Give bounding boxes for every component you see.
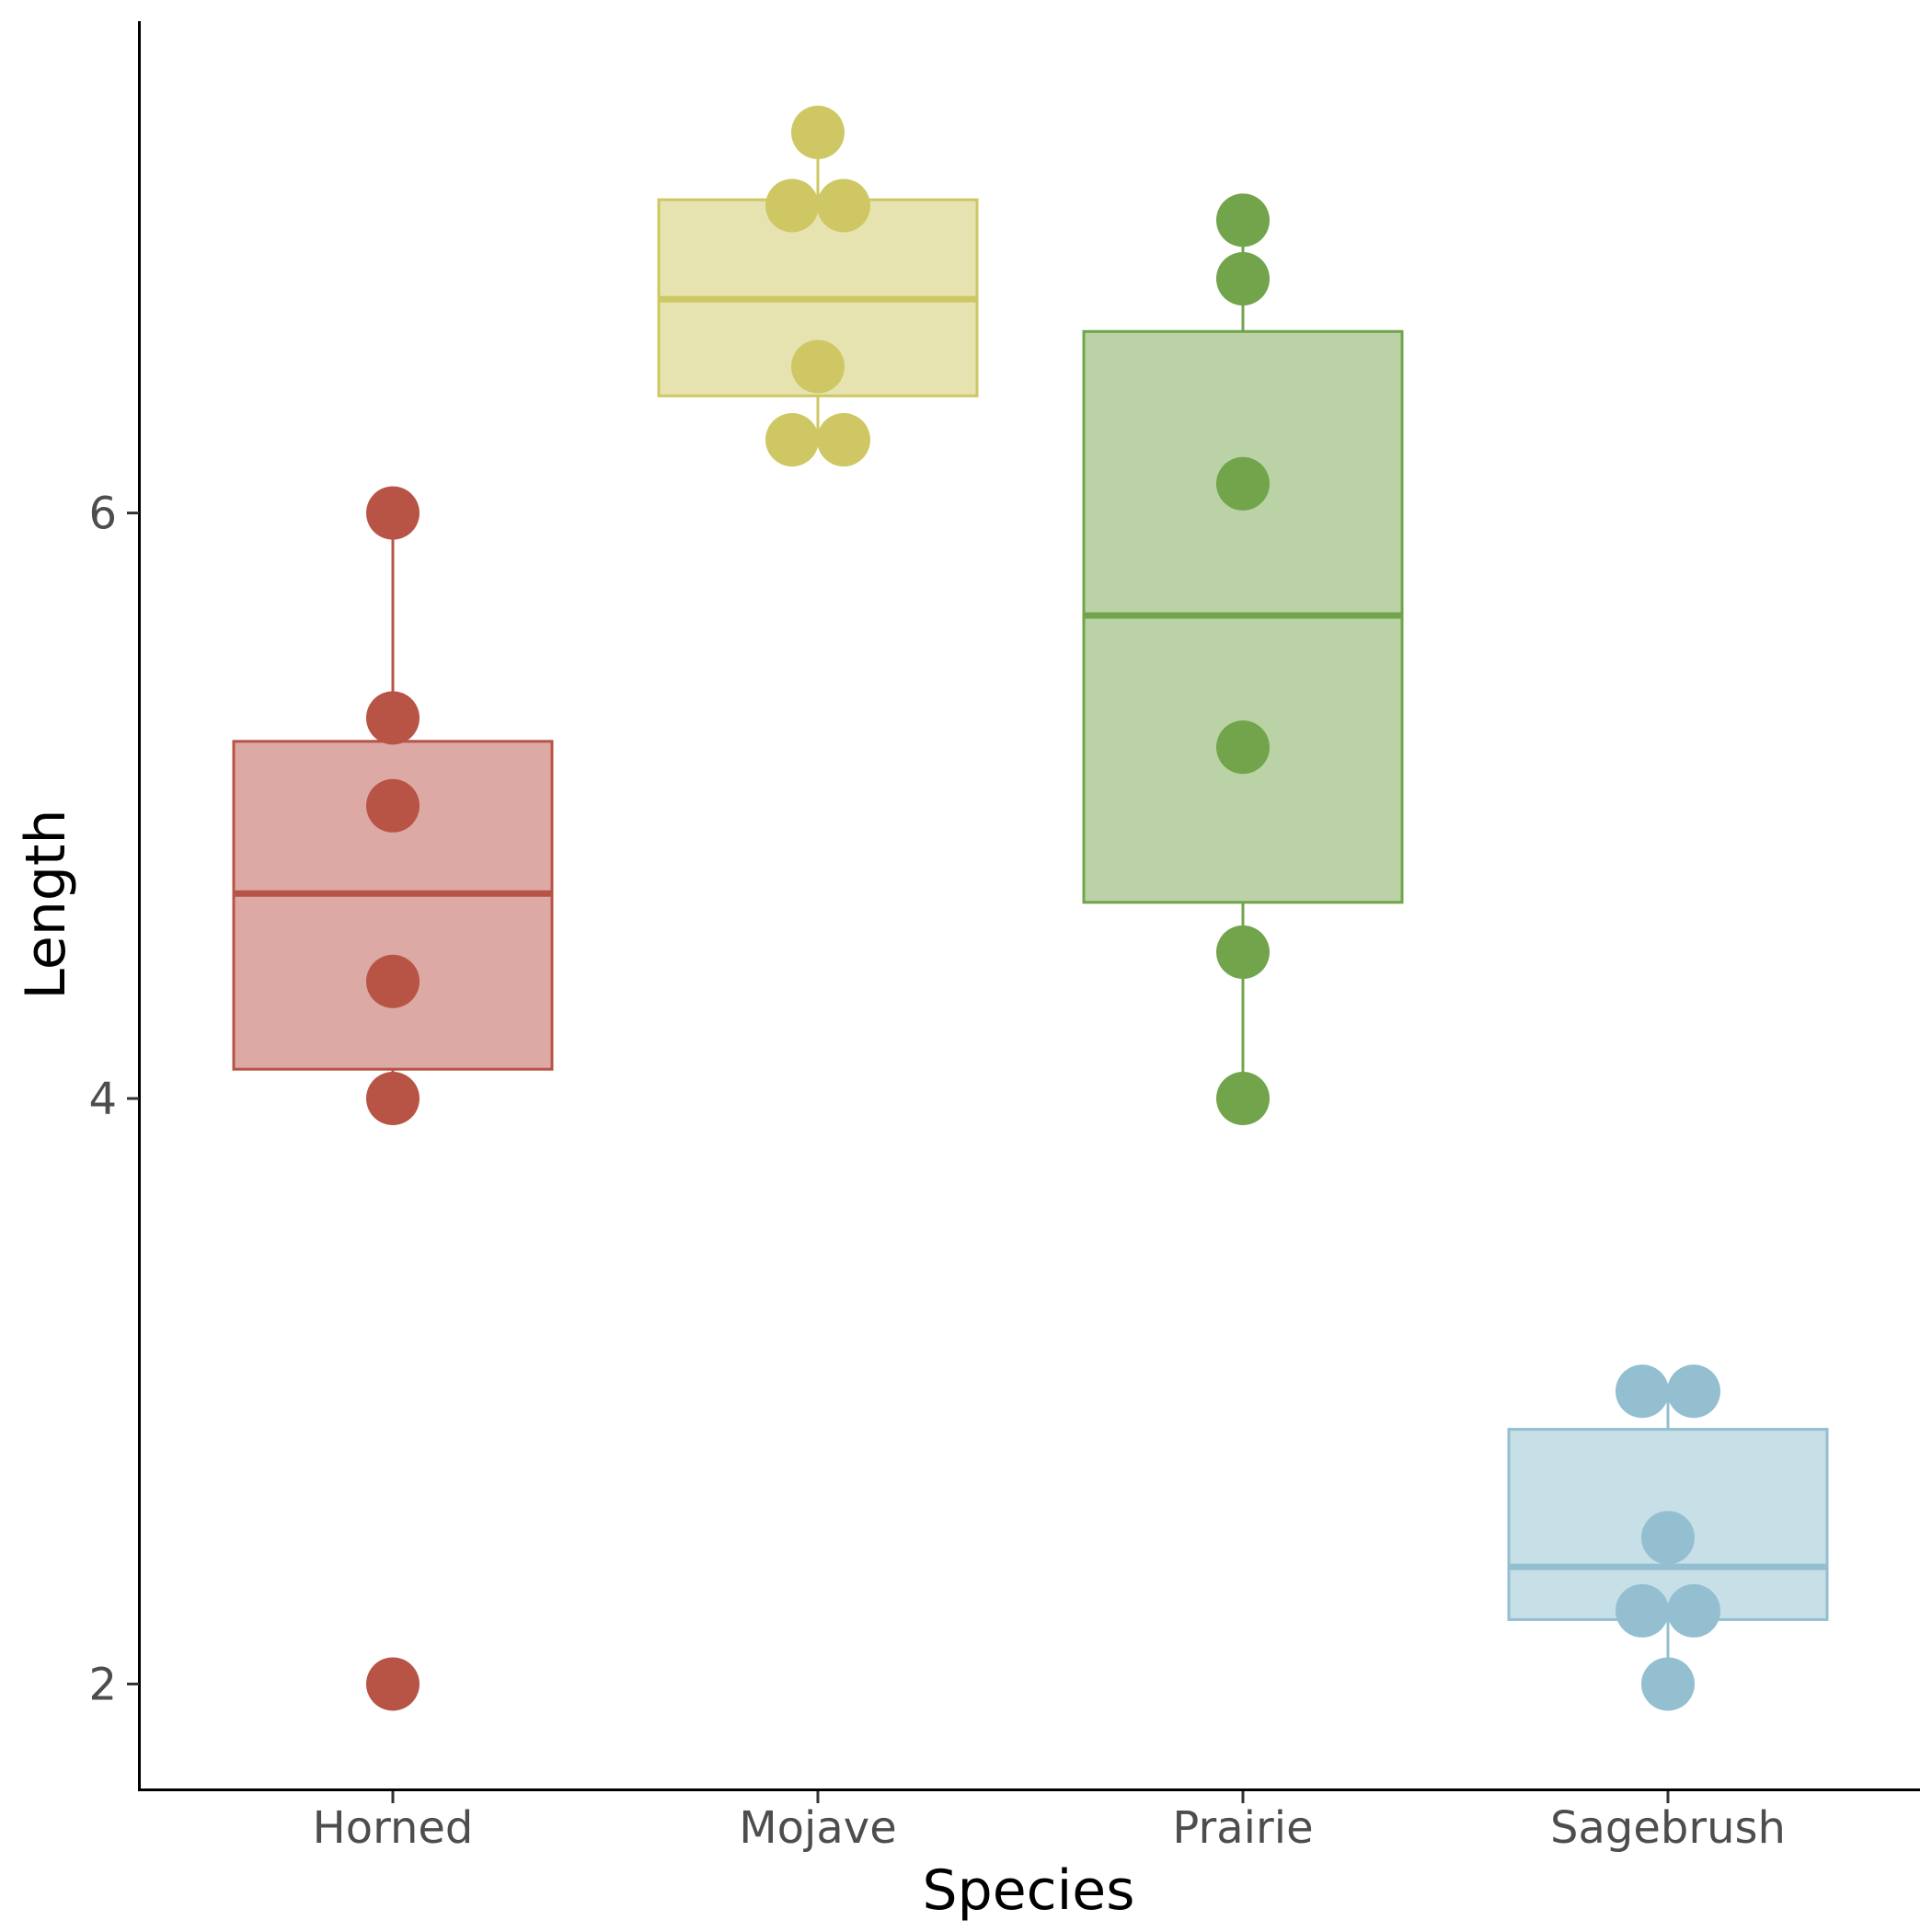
x-axis-title: Species [923,1858,1135,1923]
x-tick-label-mojave: Mojave [739,1802,896,1854]
y-tick-label-6: 6 [88,489,117,540]
y-axis-title: Length [14,810,78,1000]
data-point-mojave-2 [817,178,870,233]
data-point-sagebrush-0 [1616,1364,1669,1419]
series-mojave [657,105,979,467]
x-tick-label-horned: Horned [313,1802,474,1854]
data-point-horned-0 [366,486,420,540]
data-point-horned-5 [366,1657,420,1711]
series-prairie [1082,193,1404,1126]
data-point-mojave-0 [791,105,845,159]
data-point-prairie-5 [1216,1072,1270,1126]
data-point-horned-1 [366,691,420,745]
data-point-prairie-1 [1216,252,1270,306]
data-point-horned-2 [366,778,420,833]
y-tick-label-2: 2 [88,1659,117,1710]
plot-area [232,105,1829,1711]
data-point-sagebrush-5 [1641,1657,1695,1711]
data-point-sagebrush-2 [1641,1511,1695,1565]
axis-layer: Horned Mojave Prairie Sagebrush 2 4 6 [88,489,1786,1854]
x-tick-label-prairie: Prairie [1172,1802,1313,1854]
data-point-sagebrush-4 [1667,1583,1720,1638]
x-tick-label-sagebrush: Sagebrush [1550,1802,1786,1854]
data-point-prairie-0 [1216,193,1270,247]
series-horned [232,486,554,1711]
data-point-mojave-4 [765,413,819,467]
data-point-prairie-4 [1216,925,1270,979]
data-point-horned-4 [366,1072,420,1126]
data-point-horned-3 [366,954,420,1008]
data-point-sagebrush-1 [1667,1364,1720,1419]
data-point-mojave-5 [817,413,870,467]
data-point-mojave-1 [765,178,819,233]
series-sagebrush [1507,1364,1829,1711]
y-tick-label-4: 4 [88,1074,117,1125]
data-point-sagebrush-3 [1616,1583,1669,1638]
data-point-mojave-3 [791,339,845,394]
data-point-prairie-2 [1216,456,1270,511]
data-point-prairie-3 [1216,720,1270,775]
